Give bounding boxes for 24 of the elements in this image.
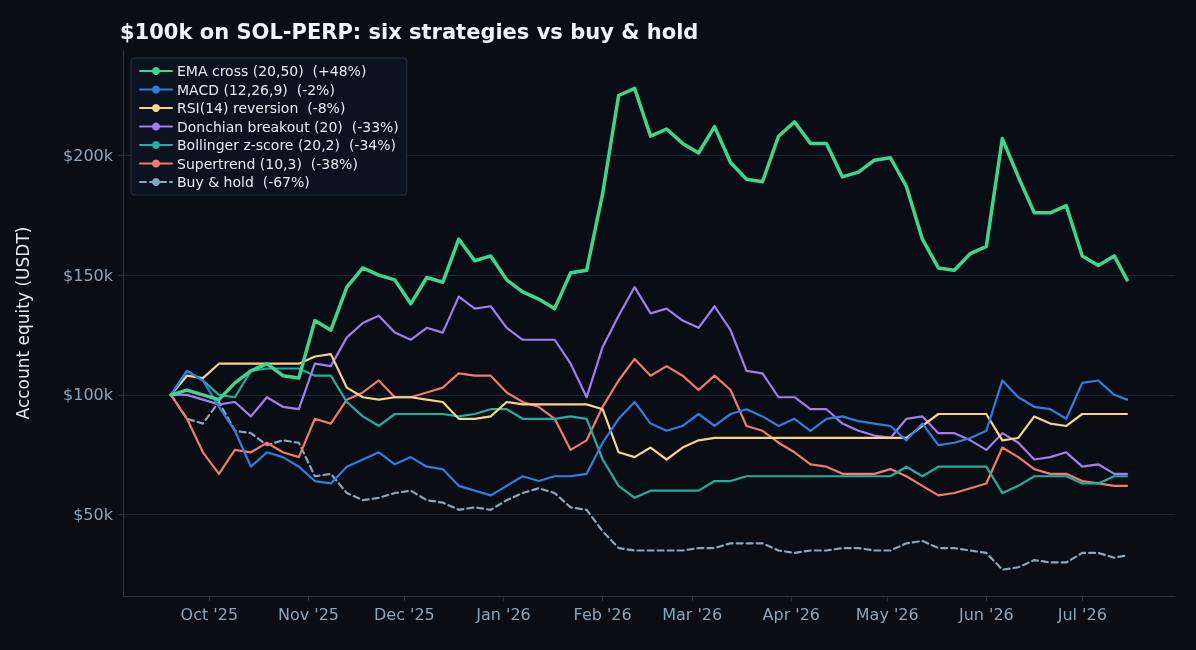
y-tick-label: $150k — [63, 265, 114, 285]
x-tick-label: Dec '25 — [373, 604, 435, 624]
x-tick-label: May '26 — [855, 604, 919, 624]
y-tick-label: $50k — [73, 505, 114, 525]
chart-title: $100k on SOL-PERP: six strategies vs buy & hold — [120, 19, 699, 44]
legend-label: Buy & hold (-67%) — [177, 174, 310, 190]
y-tick-label: $200k — [63, 145, 114, 165]
x-tick-label: Nov '25 — [277, 604, 339, 624]
x-tick-label: Apr '26 — [762, 604, 821, 624]
line-series — [169, 86, 1129, 402]
x-tick-label: Mar '26 — [662, 604, 723, 624]
legend-label: Bollinger z-score (20,2) (-34%) — [177, 137, 396, 153]
x-tick-label: Jun '26 — [957, 604, 1014, 624]
x-tick-label: Feb '26 — [573, 604, 632, 624]
x-tick-label: Jan '26 — [475, 604, 531, 624]
y-axis-title: Account equity (USDT) — [12, 226, 33, 420]
x-tick-label: Oct '25 — [180, 604, 239, 624]
x-tick-label: Jul '26 — [1056, 604, 1107, 624]
y-tick-label: $100k — [63, 385, 114, 405]
legend-label: Supertrend (10,3) (-38%) — [177, 155, 358, 172]
legend-label: RSI(14) reversion (-8%) — [177, 100, 346, 116]
legend-label: Donchian breakout (20) (-33%) — [177, 118, 399, 135]
legend-label: EMA cross (20,50) (+48%) — [177, 63, 367, 79]
legend-label: MACD (12,26,9) (-2%) — [177, 81, 335, 98]
